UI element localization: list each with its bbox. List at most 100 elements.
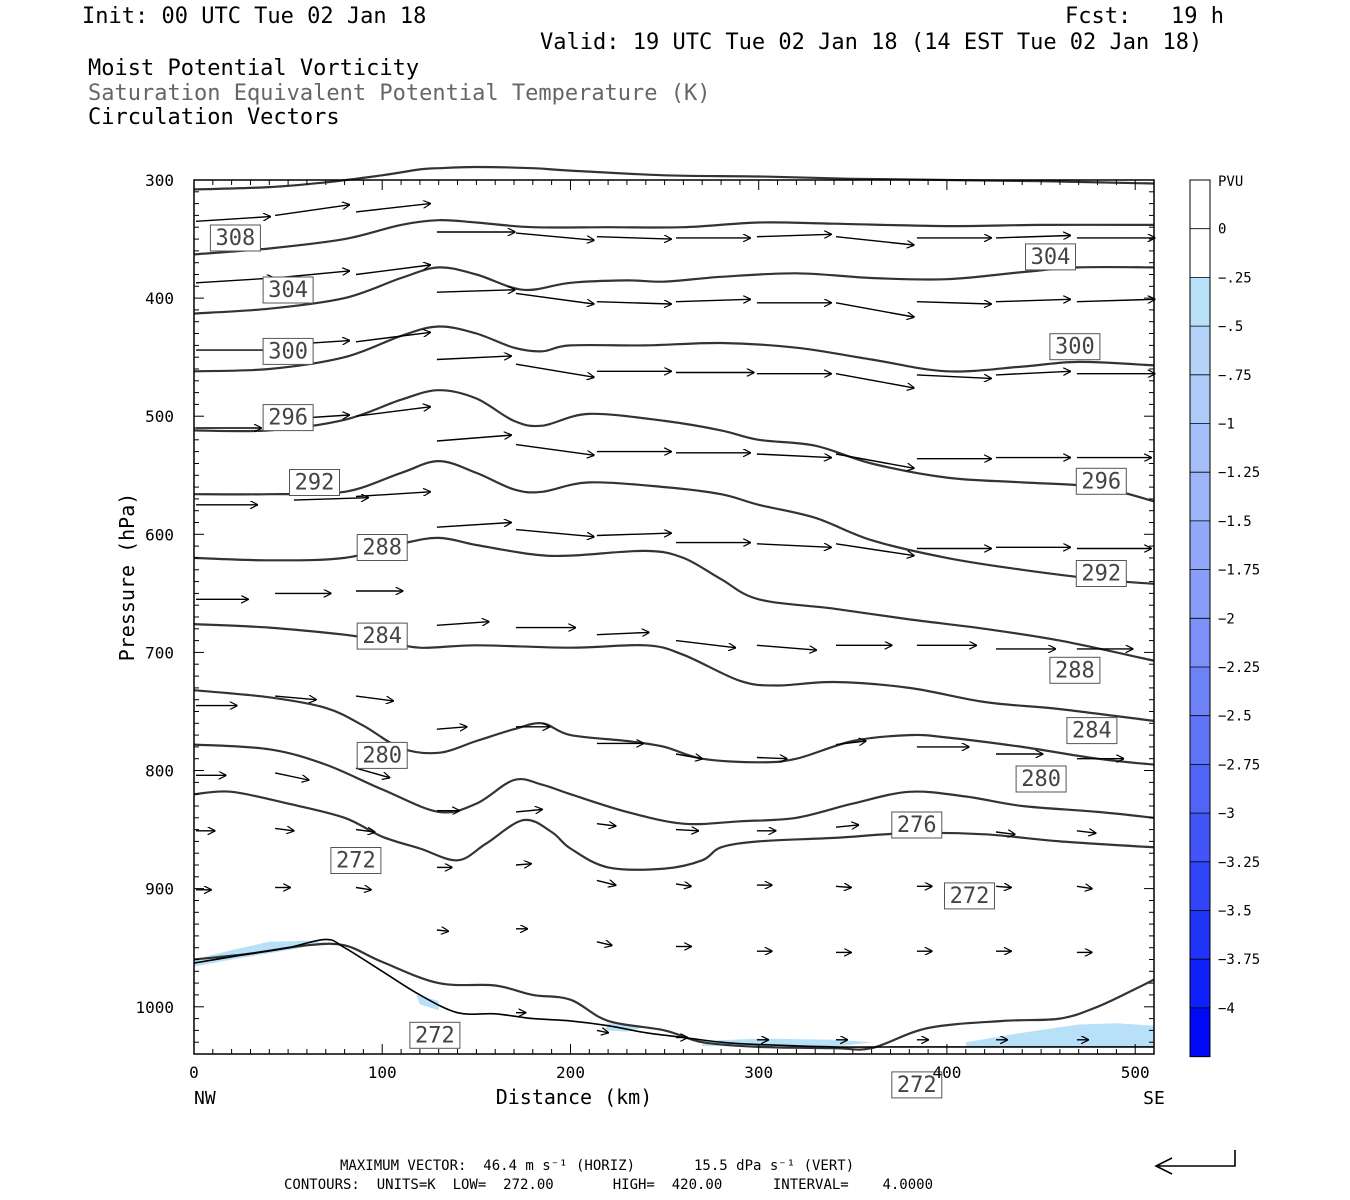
x-tick-label: 0 xyxy=(189,1063,199,1082)
contour-label-292: 292 xyxy=(1081,562,1121,587)
colorbar-label: −2 xyxy=(1218,611,1235,627)
circulation-vector-21 xyxy=(916,302,991,304)
colorbar-label: −.75 xyxy=(1218,368,1252,384)
x-tick-label: 100 xyxy=(368,1063,397,1082)
contour-label-box-0-0 xyxy=(209,224,261,252)
colorbar-cell-2 xyxy=(1190,277,1210,327)
colorbar-cell-4 xyxy=(1190,374,1210,424)
max-vector-text: MAXIMUM VECTOR: 46.4 m s⁻¹ (HORIZ) 15.5 … xyxy=(340,1158,855,1174)
circulation-vector-40 xyxy=(515,443,594,456)
circulation-vector-28 xyxy=(515,363,594,377)
colorbar-label: −2.25 xyxy=(1218,660,1260,676)
circulation-vector-20 xyxy=(835,302,914,317)
circulation-vector-98 xyxy=(355,830,375,832)
terrain-line xyxy=(193,938,1154,1048)
contour-label-box-10-1 xyxy=(944,882,995,910)
colorbar-cell-17 xyxy=(1190,1007,1210,1058)
circulation-vector-5 xyxy=(596,237,671,239)
theta-contour-2 xyxy=(193,265,1155,315)
circulation-vector-107 xyxy=(1076,886,1092,888)
colorbar-cell-8 xyxy=(1190,569,1210,619)
colorbar-label: −1 xyxy=(1218,417,1235,433)
contour-label-300: 300 xyxy=(1055,335,1095,360)
circulation-vector-15 xyxy=(436,290,515,292)
circulation-vector-7 xyxy=(756,234,831,236)
circulation-vector-80 xyxy=(835,741,866,745)
colorbar-label: −.5 xyxy=(1218,319,1243,335)
theta-contour-5 xyxy=(193,459,1155,585)
colorbar-cell-3 xyxy=(1190,326,1210,376)
contour-label-272: 272 xyxy=(950,884,990,909)
circulation-vector-16 xyxy=(515,292,594,304)
circulation-vector-26 xyxy=(355,332,430,343)
colorbar-cell-13 xyxy=(1190,813,1210,863)
colorbar-label: −.25 xyxy=(1218,270,1252,286)
circulation-vector-100 xyxy=(515,864,531,865)
circulation-vector-92 xyxy=(835,825,858,827)
circulation-vector-22 xyxy=(995,299,1070,301)
pv-patch-3 xyxy=(702,1038,872,1047)
colorbar-label: −1.25 xyxy=(1218,465,1260,481)
circulation-vector-0 xyxy=(195,217,270,222)
contour-label-box-1-0 xyxy=(262,276,314,304)
contour-label-308: 308 xyxy=(216,226,256,251)
circulation-vector-4 xyxy=(515,232,594,240)
circulation-vector-44 xyxy=(835,453,914,468)
pv-patch-4 xyxy=(965,1023,1154,1047)
theta-contour-11 xyxy=(193,942,1155,1051)
field-title-pv: Moist Potential Vorticity xyxy=(88,56,420,81)
circulation-vector-110 xyxy=(355,888,371,890)
circulation-vector-104 xyxy=(835,886,851,887)
circulation-vector-78 xyxy=(675,753,702,759)
circulation-vector-34 xyxy=(995,371,1070,375)
valid-time: Valid: 19 UTC Tue 02 Jan 18 (14 EST Tue … xyxy=(540,30,1203,55)
circulation-vector-79 xyxy=(756,758,787,759)
colorbar-label: −2.5 xyxy=(1218,709,1252,725)
colorbar-title: PVU xyxy=(1218,174,1243,190)
circulation-vector-90 xyxy=(675,830,698,831)
circulation-vector-55 xyxy=(756,544,831,548)
contour-label-layer: 308 304 304 300 300 296 296 292 292 288 288 284 284 2… xyxy=(209,224,1127,1099)
reference-vector xyxy=(1154,1150,1236,1175)
theta-contour-3 xyxy=(193,325,1155,373)
circulation-vector-63 xyxy=(436,622,489,626)
colorbar-label: −2.75 xyxy=(1218,757,1260,773)
contour-label-box-6-1 xyxy=(1066,717,1118,745)
y-tick-label: 1000 xyxy=(135,998,174,1017)
circulation-vector-52 xyxy=(515,528,594,537)
contour-label-296: 296 xyxy=(1081,469,1121,494)
contour-label-box-2-0 xyxy=(262,337,314,365)
circulation-vector-65 xyxy=(596,632,649,634)
contour-label-box-6-0 xyxy=(356,622,408,650)
forecast-hour: Fcst: 19 h xyxy=(1065,4,1224,29)
contour-label-292: 292 xyxy=(295,471,335,496)
theta-contour-6 xyxy=(193,536,1155,662)
contour-label-296: 296 xyxy=(268,406,308,431)
colorbar-label: −3 xyxy=(1218,806,1235,822)
circulation-vector-106 xyxy=(995,886,1011,887)
reference-vector-head xyxy=(1154,1157,1173,1175)
field-title-theta: Saturation Equivalent Potential Temperat… xyxy=(88,81,711,106)
colorbar-cell-1 xyxy=(1190,228,1210,278)
contour-label-box-4-0 xyxy=(289,469,340,496)
circulation-vector-1 xyxy=(275,205,349,217)
y-tick-label: 900 xyxy=(145,880,174,899)
circulation-vector-17 xyxy=(596,302,671,304)
circulation-vector-49 xyxy=(293,498,368,500)
contour-label-272: 272 xyxy=(897,1073,937,1098)
axes-layer: 300 400 500 600 700 800 900 1000 0 100 200 300 400 50… xyxy=(115,171,1165,1109)
colorbar-label: 0 xyxy=(1218,222,1226,238)
field-title-vectors: Circulation Vectors xyxy=(88,105,340,130)
contour-label-box-1-1 xyxy=(1025,243,1076,271)
colorbar: PVU 0 −.25 −.5 −.75 −1 −1.25 −1.5 −1.75 −2 −2.25 −2… xyxy=(1189,174,1260,1058)
circulation-vector-2 xyxy=(355,204,430,213)
circulation-vector-51 xyxy=(436,523,511,528)
circulation-vector-74 xyxy=(355,695,393,701)
colorbar-label: −3.25 xyxy=(1218,855,1260,871)
theta-contour-9 xyxy=(193,743,1155,826)
circulation-vector-50 xyxy=(355,492,430,498)
y-tick-label: 500 xyxy=(145,407,174,426)
contour-label-284: 284 xyxy=(1072,719,1112,744)
x-end-label-se: SE xyxy=(1143,1088,1165,1109)
circulation-vector-85 xyxy=(274,772,308,780)
